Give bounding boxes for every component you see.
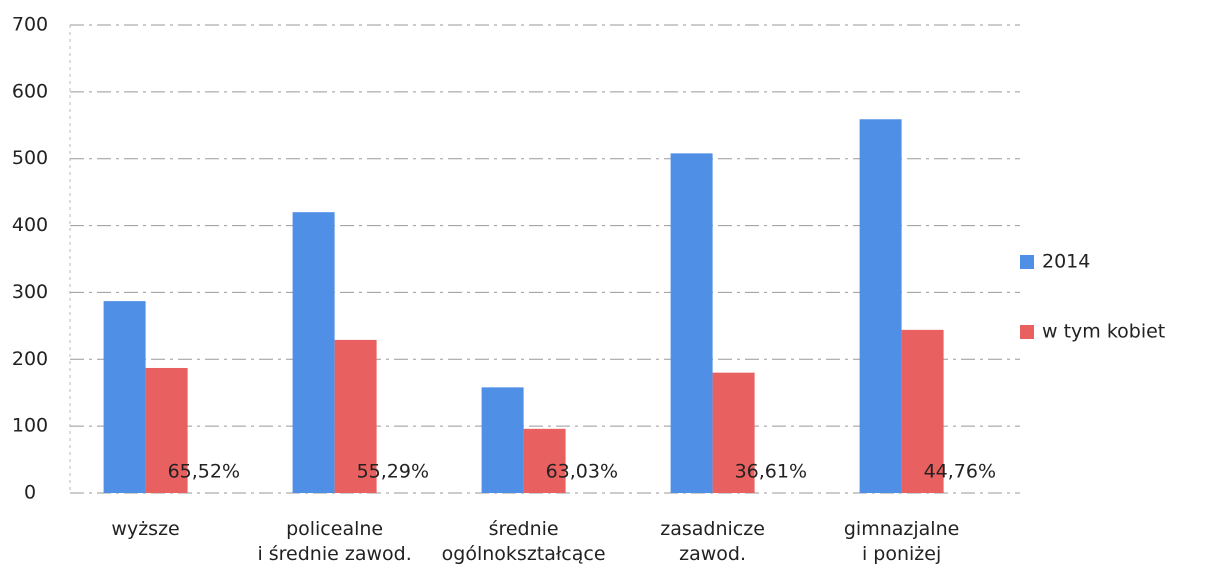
bar: [145, 367, 188, 493]
legend-label: w tym kobiet: [1042, 321, 1165, 343]
y-tick-label: 0: [24, 482, 36, 504]
y-tick-label: 700: [12, 14, 48, 36]
bar: [523, 428, 566, 493]
annotation: 63,03%: [546, 461, 618, 483]
y-tick-label: 100: [12, 415, 48, 437]
x-tick-label: zasadnicze zawod.: [660, 518, 765, 565]
bar: [334, 339, 377, 493]
bar: [292, 212, 335, 493]
annotation: 36,61%: [735, 461, 807, 483]
y-tick-label: 200: [12, 348, 48, 370]
y-tick-label: 300: [12, 281, 48, 303]
legend-label: 2014: [1042, 251, 1090, 273]
annotation: 44,76%: [924, 461, 996, 483]
bar: [481, 387, 524, 493]
legend-swatch: [1020, 255, 1034, 269]
bar: [901, 329, 944, 493]
bar: [712, 372, 755, 493]
x-tick-label: średnie ogólnokształcące: [441, 518, 606, 565]
x-tick-label: wyższe: [111, 518, 180, 540]
annotation: 55,29%: [357, 461, 429, 483]
bar: [103, 301, 146, 493]
x-tick-label: policealne i średnie zawod.: [257, 518, 412, 565]
x-tick-label: gimnazjalne i poniżej: [843, 518, 960, 565]
y-tick-label: 400: [12, 214, 48, 236]
y-tick-label: 500: [12, 147, 48, 169]
bar: [670, 153, 713, 493]
legend-swatch: [1020, 325, 1034, 339]
annotation: 65,52%: [168, 461, 240, 483]
y-tick-label: 600: [12, 80, 48, 102]
bar: [859, 119, 902, 494]
